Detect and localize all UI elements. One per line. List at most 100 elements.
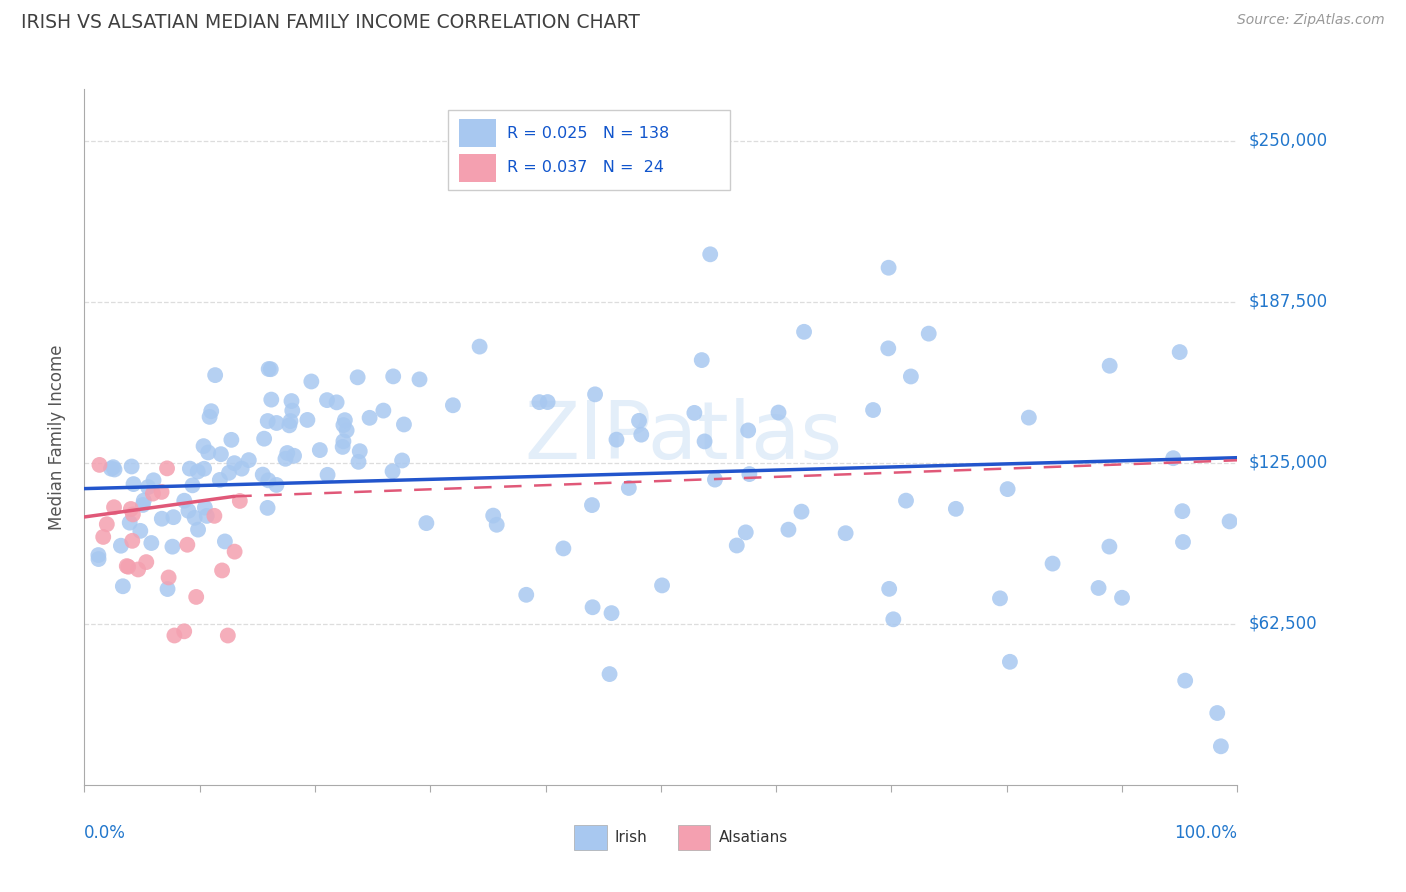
Point xyxy=(257,473,280,487)
Point xyxy=(630,427,652,442)
Point xyxy=(200,404,222,418)
Point xyxy=(316,393,339,408)
Bar xyxy=(575,825,606,850)
Point xyxy=(297,413,319,427)
Point xyxy=(238,453,260,467)
Point xyxy=(229,494,252,508)
Point xyxy=(1168,345,1191,359)
Point xyxy=(690,353,713,368)
Point xyxy=(382,369,405,384)
Point xyxy=(281,403,304,417)
Point xyxy=(87,552,110,566)
Point xyxy=(173,493,195,508)
Point xyxy=(173,624,195,639)
Point xyxy=(276,446,298,460)
Point xyxy=(195,508,218,523)
Text: 0.0%: 0.0% xyxy=(84,824,127,842)
Bar xyxy=(678,825,710,850)
Point xyxy=(129,524,152,538)
Point xyxy=(280,414,302,428)
Point xyxy=(1174,673,1197,688)
Point xyxy=(211,564,233,578)
Point xyxy=(280,394,302,409)
Point xyxy=(336,423,359,437)
Point xyxy=(89,458,111,472)
Point xyxy=(988,591,1011,606)
Point xyxy=(333,413,356,427)
Point xyxy=(617,481,640,495)
Point xyxy=(862,403,884,417)
Point xyxy=(1098,540,1121,554)
Point xyxy=(581,600,603,615)
Point xyxy=(834,526,856,541)
Text: R = 0.037   N =  24: R = 0.037 N = 24 xyxy=(508,161,665,176)
Point xyxy=(103,462,125,476)
Point xyxy=(346,370,368,384)
Text: 100.0%: 100.0% xyxy=(1174,824,1237,842)
Point xyxy=(122,477,145,491)
Point xyxy=(945,501,967,516)
Point xyxy=(877,342,900,356)
Point xyxy=(392,417,415,432)
Text: Alsatians: Alsatians xyxy=(718,830,787,845)
Point xyxy=(529,395,551,409)
Point xyxy=(177,504,200,518)
Point xyxy=(1206,706,1229,720)
Point xyxy=(142,473,165,487)
Point xyxy=(1209,739,1232,754)
Point xyxy=(256,414,278,428)
Point xyxy=(1018,410,1040,425)
Point xyxy=(204,368,226,383)
Text: Irish: Irish xyxy=(614,830,647,845)
Point xyxy=(373,403,395,417)
Point xyxy=(122,508,145,522)
Point xyxy=(628,414,651,428)
Point xyxy=(1087,581,1109,595)
Point xyxy=(150,512,173,526)
Point xyxy=(347,455,370,469)
Point xyxy=(221,433,243,447)
Text: $125,000: $125,000 xyxy=(1249,454,1327,472)
Point xyxy=(202,508,225,523)
Point xyxy=(218,466,240,480)
Point xyxy=(121,459,143,474)
Point xyxy=(183,510,205,524)
Point xyxy=(583,387,606,401)
Point xyxy=(536,395,558,409)
Point xyxy=(299,375,322,389)
Point xyxy=(918,326,941,341)
Bar xyxy=(460,154,496,182)
Point xyxy=(117,559,139,574)
Point xyxy=(187,465,209,479)
Point xyxy=(132,498,155,512)
Point xyxy=(734,525,756,540)
Point xyxy=(600,606,623,620)
Point xyxy=(882,612,904,626)
Point xyxy=(278,418,301,433)
Point xyxy=(156,461,179,475)
Point xyxy=(118,516,141,530)
Point xyxy=(115,559,138,574)
Point xyxy=(156,582,179,596)
Point xyxy=(150,484,173,499)
Point xyxy=(121,533,143,548)
Point xyxy=(103,460,125,475)
FancyBboxPatch shape xyxy=(447,110,730,190)
Point xyxy=(111,579,134,593)
Point xyxy=(283,449,305,463)
Point xyxy=(605,433,627,447)
Point xyxy=(699,247,721,261)
Point xyxy=(1161,451,1184,466)
Point xyxy=(1042,557,1064,571)
Point xyxy=(693,434,716,449)
Text: IRISH VS ALSATIAN MEDIAN FAMILY INCOME CORRELATION CHART: IRISH VS ALSATIAN MEDIAN FAMILY INCOME C… xyxy=(21,13,640,32)
Point xyxy=(894,493,917,508)
Point xyxy=(778,523,800,537)
Point xyxy=(193,439,215,453)
Point xyxy=(257,362,280,376)
Point xyxy=(103,500,125,515)
Point xyxy=(408,372,430,386)
Point xyxy=(194,500,217,515)
Point xyxy=(208,473,231,487)
Text: $62,500: $62,500 xyxy=(1249,615,1317,633)
